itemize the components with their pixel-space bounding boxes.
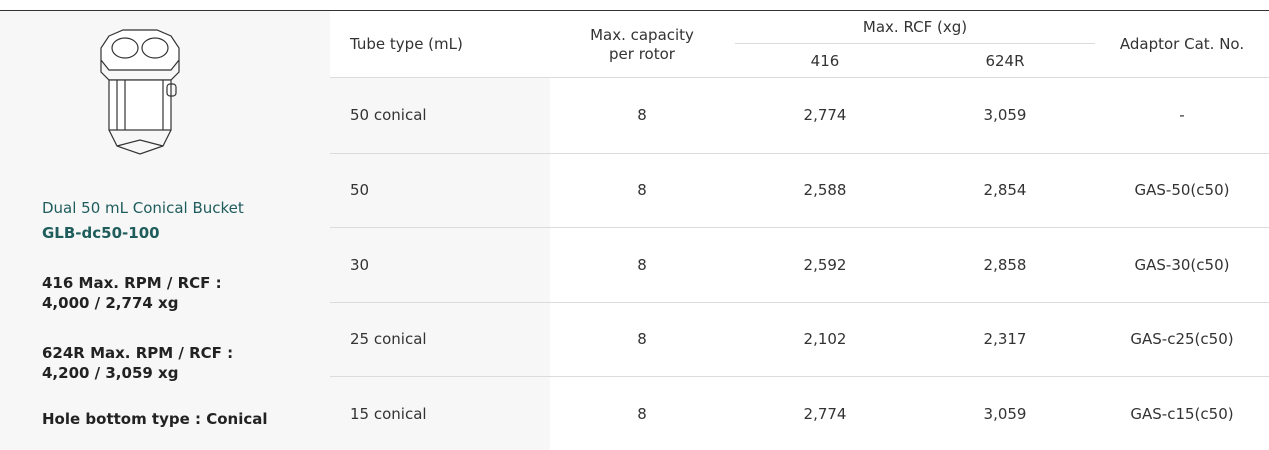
table-cell: 30 — [350, 256, 369, 274]
header: Max. RCF (xg) — [863, 18, 967, 36]
table-cell: 50 conical — [350, 106, 427, 124]
spec: 416 Max. RPM / RCF : — [42, 273, 222, 293]
table-cell: GAS-c25(c50) — [1130, 330, 1233, 348]
table-cell: 15 conical — [350, 405, 427, 423]
table-cell: - — [1179, 106, 1184, 124]
table-cell: 50 — [350, 181, 369, 199]
table-cell: 2,858 — [984, 256, 1027, 274]
table-cell: 2,588 — [804, 181, 847, 199]
row-rule — [330, 153, 1269, 154]
spec: 4,200 / 3,059 xg — [42, 363, 178, 383]
bucket-icon — [95, 28, 185, 158]
header: Max. capacity — [590, 26, 694, 44]
table-cell: GAS-30(c50) — [1135, 256, 1230, 274]
table-cell: 3,059 — [984, 405, 1027, 423]
spec: Hole bottom type : Conical — [42, 409, 268, 429]
page: {"product": { "name": "Dual 50 mL Conica… — [0, 0, 1269, 450]
spec: 624R Max. RPM / RCF : — [42, 343, 233, 363]
table-cell: GAS-50(c50) — [1135, 181, 1230, 199]
product-name: Dual 50 mL Conical Bucket — [42, 198, 244, 218]
row-rule — [330, 376, 1269, 377]
table-cell: 2,102 — [804, 330, 847, 348]
table-cell: 8 — [637, 181, 647, 199]
header: per rotor — [609, 45, 675, 63]
table-cell: 2,774 — [804, 106, 847, 124]
table-cell: 8 — [637, 106, 647, 124]
product-code: GLB-dc50-100 — [42, 223, 160, 243]
subheader: 416 — [811, 52, 840, 70]
table-cell: 8 — [637, 330, 647, 348]
header: Adaptor Cat. No. — [1120, 35, 1244, 53]
header: Tube type (mL) — [350, 35, 463, 53]
table-cell: 8 — [637, 405, 647, 423]
table-cell: 2,592 — [804, 256, 847, 274]
row-rule — [330, 227, 1269, 228]
table-cell: GAS-c15(c50) — [1130, 405, 1233, 423]
table-cell: 2,854 — [984, 181, 1027, 199]
table-cell: 25 conical — [350, 330, 427, 348]
table-cell: 2,774 — [804, 405, 847, 423]
table-cell: 8 — [637, 256, 647, 274]
spec: 4,000 / 2,774 xg — [42, 293, 178, 313]
table-cell: 3,059 — [984, 106, 1027, 124]
row-rule — [330, 302, 1269, 303]
header-rule — [735, 43, 1095, 44]
row-rule — [330, 77, 1269, 78]
table-cell: 2,317 — [984, 330, 1027, 348]
subheader: 624R — [985, 52, 1024, 70]
